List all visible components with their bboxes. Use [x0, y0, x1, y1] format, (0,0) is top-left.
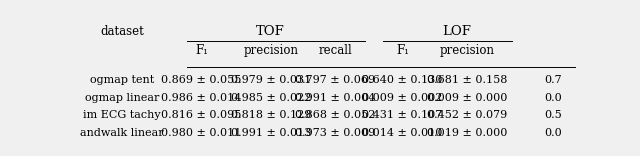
Text: 0.019 ± 0.000: 0.019 ± 0.000: [427, 128, 507, 138]
Text: 0.431 ± 0.107: 0.431 ± 0.107: [362, 110, 442, 120]
Text: andwalk linear: andwalk linear: [81, 128, 164, 138]
Text: 0.985 ± 0.022: 0.985 ± 0.022: [231, 93, 311, 103]
Text: F₁: F₁: [396, 44, 409, 57]
Text: 0.5: 0.5: [544, 110, 561, 120]
Text: 0.452 ± 0.079: 0.452 ± 0.079: [427, 110, 507, 120]
Text: 0.818 ± 0.129: 0.818 ± 0.129: [231, 110, 311, 120]
Text: 0.991 ± 0.004: 0.991 ± 0.004: [295, 93, 376, 103]
Text: 0.797 ± 0.069: 0.797 ± 0.069: [296, 75, 376, 85]
Text: precision: precision: [243, 44, 298, 57]
Text: 0.681 ± 0.158: 0.681 ± 0.158: [427, 75, 507, 85]
Text: recall: recall: [319, 44, 352, 57]
Text: 0.816 ± 0.095: 0.816 ± 0.095: [161, 110, 242, 120]
Text: 0.009 ± 0.000: 0.009 ± 0.000: [427, 93, 507, 103]
Text: ogmap linear: ogmap linear: [85, 93, 159, 103]
Text: 0.014 ± 0.010: 0.014 ± 0.010: [362, 128, 443, 138]
Text: 0.869 ± 0.055: 0.869 ± 0.055: [161, 75, 242, 85]
Text: 0.979 ± 0.031: 0.979 ± 0.031: [231, 75, 311, 85]
Text: 0.868 ± 0.052: 0.868 ± 0.052: [295, 110, 376, 120]
Text: dataset: dataset: [100, 25, 144, 38]
Text: precision: precision: [440, 44, 494, 57]
Text: 0.986 ± 0.014: 0.986 ± 0.014: [161, 93, 242, 103]
Text: 0.991 ± 0.013: 0.991 ± 0.013: [231, 128, 311, 138]
Text: im ECG tachy: im ECG tachy: [83, 110, 161, 120]
Text: 0.0: 0.0: [544, 93, 561, 103]
Text: 0.640 ± 0.130: 0.640 ± 0.130: [362, 75, 443, 85]
Text: 0.973 ± 0.009: 0.973 ± 0.009: [295, 128, 376, 138]
Text: 0.980 ± 0.011: 0.980 ± 0.011: [161, 128, 242, 138]
Text: LOF: LOF: [442, 25, 472, 38]
Text: F₁: F₁: [195, 44, 208, 57]
Text: ogmap tent: ogmap tent: [90, 75, 154, 85]
Text: 0.7: 0.7: [544, 75, 561, 85]
Text: TOF: TOF: [255, 25, 284, 38]
Text: 0.0: 0.0: [544, 128, 561, 138]
Text: 0.009 ± 0.002: 0.009 ± 0.002: [362, 93, 443, 103]
